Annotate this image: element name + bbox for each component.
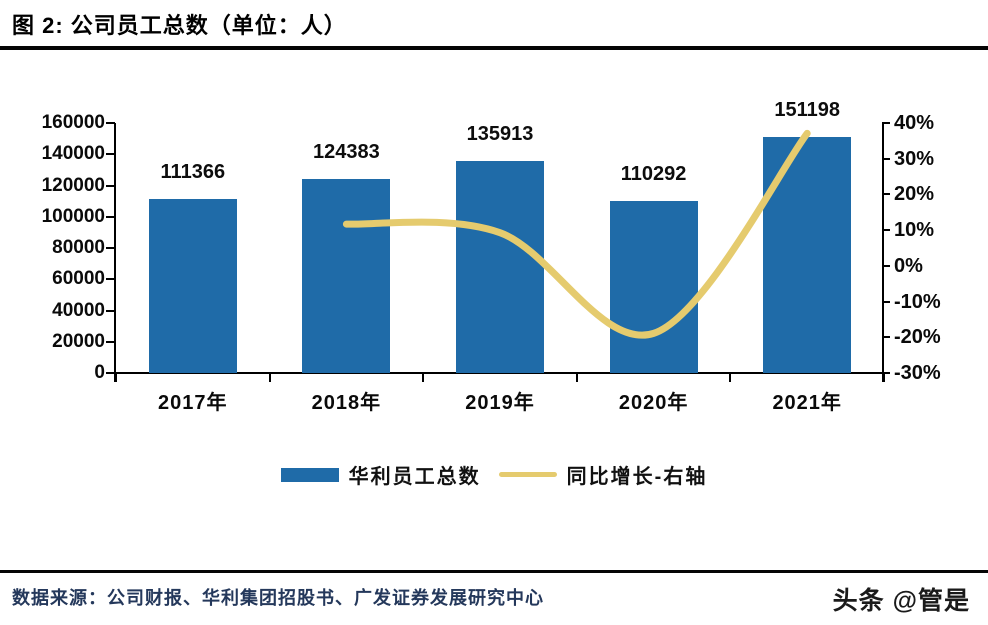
left-axis-tick (106, 215, 115, 218)
right-axis-tick (882, 264, 890, 267)
right-axis-tick-label: 20% (894, 183, 935, 206)
right-axis-line (882, 123, 884, 382)
left-axis-tick-label: 140000 (41, 143, 105, 165)
right-axis-tick (882, 122, 890, 124)
left-axis-tick-label: 100000 (41, 205, 105, 227)
left-axis-tick-label: 20000 (52, 330, 105, 352)
bar-value-label: 110292 (620, 162, 687, 185)
bar-series-swatch (280, 467, 339, 482)
left-axis-tick (106, 372, 115, 374)
x-category-label: 2019年 (465, 392, 535, 414)
data-source-text: 数据来源：公司财报、华利集团招股书、广发证券发展研究中心 (12, 588, 544, 608)
right-axis-tick-label: -30% (894, 362, 941, 384)
right-axis-tick-label: -20% (894, 326, 941, 349)
bar (148, 198, 237, 373)
left-axis-tick (106, 122, 115, 124)
x-axis-tick (883, 373, 885, 382)
left-axis-tick-label: 80000 (52, 237, 105, 258)
right-axis-tick-label: 10% (894, 219, 935, 242)
chart-legend: 华利员工总数 同比增长-右轴 (0, 460, 988, 489)
footer-rule (0, 570, 988, 573)
line-series-label: 同比增长-右轴 (566, 466, 708, 488)
x-axis-tick (268, 373, 271, 382)
x-axis-tick (115, 373, 117, 382)
bar (456, 160, 544, 373)
x-category-label: 2017年 (158, 392, 228, 414)
bar (302, 178, 391, 373)
left-axis-tick-label: 120000 (41, 174, 105, 196)
watermark-text: 头条 @管是 (832, 587, 970, 615)
x-category-label: 2020年 (618, 392, 689, 414)
title-underline (0, 46, 988, 50)
left-axis-tick (106, 340, 115, 343)
left-axis-tick-label: 160000 (41, 112, 105, 133)
bar (609, 200, 698, 373)
left-axis-tick (106, 278, 115, 281)
x-category-label: 2018年 (311, 392, 382, 414)
left-axis-tick (106, 153, 115, 156)
right-axis-tick-label: 30% (894, 147, 935, 170)
left-axis-tick (106, 184, 115, 187)
bar (763, 136, 852, 373)
bar-value-label: 111366 (160, 160, 226, 183)
right-axis-tick-label: 40% (894, 112, 935, 134)
bar-value-label: 124383 (313, 140, 380, 163)
line-series-swatch (498, 472, 557, 477)
left-axis-tick-label: 0 (94, 362, 105, 383)
left-axis-tick (106, 309, 115, 312)
bar-value-label: 151198 (774, 98, 840, 121)
right-axis-tick (882, 300, 890, 303)
right-axis-tick (882, 372, 890, 374)
left-axis-tick (106, 247, 115, 249)
right-axis-tick (882, 229, 890, 232)
x-category-label: 2021年 (772, 392, 842, 414)
right-axis-tick-label: 0% (894, 254, 923, 277)
x-axis-tick (575, 373, 578, 382)
legend-item-bar: 华利员工总数 (280, 460, 481, 489)
left-axis-tick-label: 60000 (52, 268, 105, 290)
legend-item-line: 同比增长-右轴 (498, 460, 708, 489)
x-axis-line (114, 372, 884, 374)
bar-series-label: 华利员工总数 (348, 466, 481, 488)
x-axis-tick (422, 373, 425, 382)
right-axis-tick (882, 336, 890, 339)
right-axis-tick (882, 157, 890, 160)
left-axis-line (114, 123, 116, 382)
right-axis-tick (882, 193, 890, 196)
figure-title: 图 2: 公司员工总数（单位：人） (12, 13, 347, 38)
bar-value-label: 135913 (466, 122, 534, 145)
left-axis-tick-label: 40000 (52, 299, 105, 321)
x-axis-tick (729, 373, 732, 382)
right-axis-tick-label: -10% (894, 290, 941, 313)
